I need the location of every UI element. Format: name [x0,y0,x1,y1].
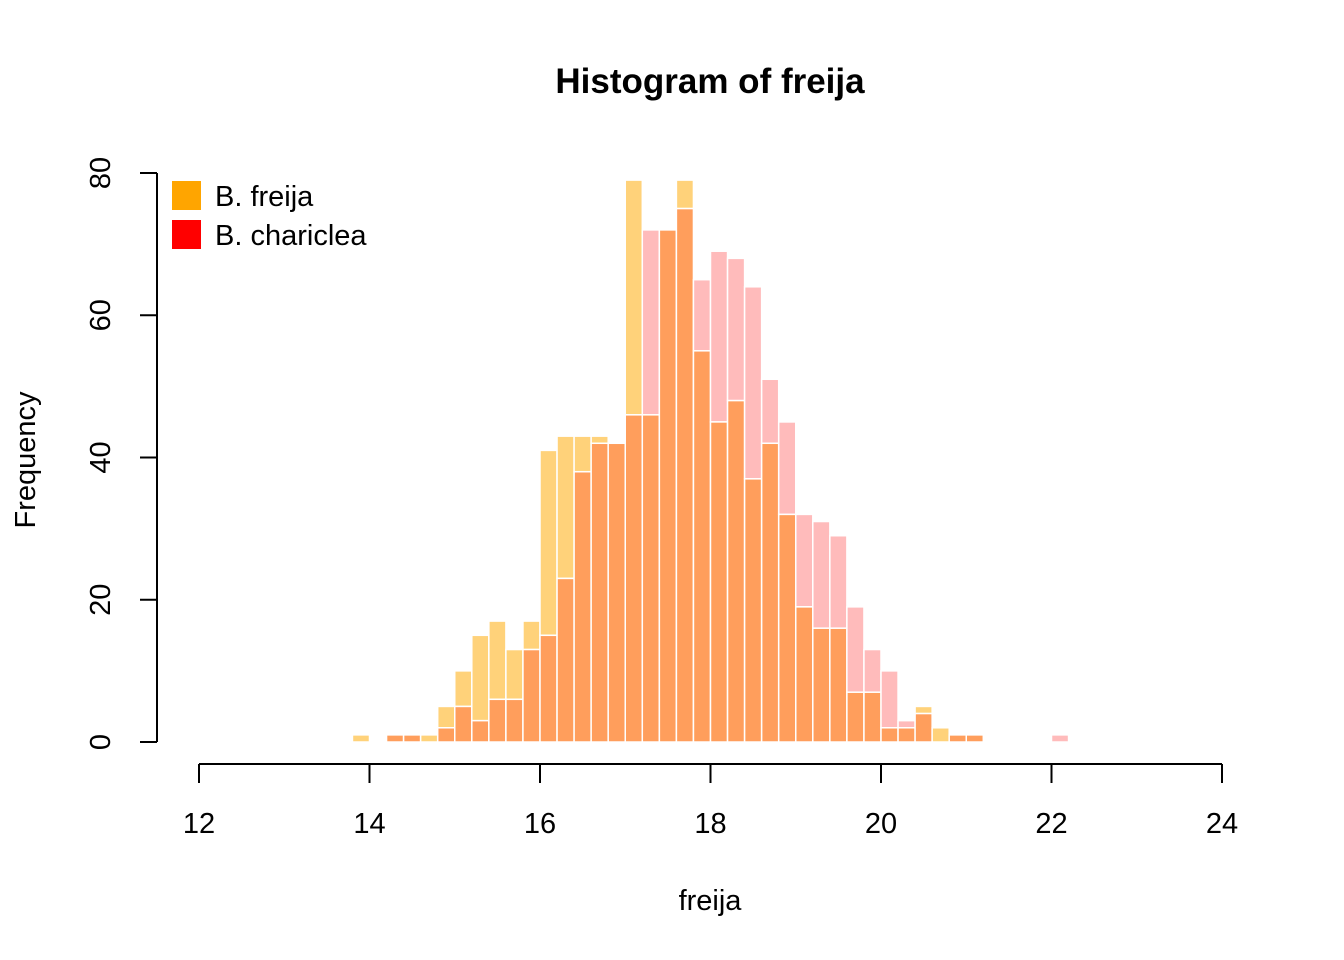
bar-excess [641,229,661,416]
y-axis-label: Frequency [10,391,42,529]
bar-overlap [590,442,609,743]
bar-overlap [726,399,746,743]
bar-overlap [658,229,678,743]
legend-label: B. freija [215,181,314,213]
bar-excess [829,534,848,629]
bar-excess [777,421,797,516]
bar-overlap [573,470,592,743]
bar-overlap [965,734,985,743]
y-tick-label: 20 [85,584,117,616]
bar-overlap [914,712,933,743]
bar-excess [931,727,950,743]
x-tick-label: 20 [865,808,897,840]
bar-excess [351,734,371,743]
bar-excess [539,449,558,637]
bar-overlap [471,719,490,743]
bar-excess [436,705,456,729]
x-tick-label: 24 [1206,808,1238,840]
x-axis: 12 14 16 18 20 22 24 [183,763,1238,840]
bars-group [351,179,1070,743]
bar-overlap [607,442,627,743]
bar-overlap [863,691,882,743]
bar-excess [1050,734,1070,743]
x-tick-label: 12 [183,808,215,840]
bar-overlap [556,577,575,743]
bar-overlap [829,627,848,743]
y-tick-label: 60 [85,299,117,331]
x-tick-label: 14 [353,808,385,840]
bar-excess [726,257,746,402]
bar-excess [692,278,712,352]
y-axis: 0 20 40 60 80 [85,157,158,750]
x-tick-label: 22 [1035,808,1067,840]
bar-excess [488,620,507,701]
bar-excess [556,435,575,580]
bar-overlap [641,414,661,743]
bar-overlap [743,478,763,743]
y-tick-label: 80 [85,157,117,189]
bar-overlap [812,627,831,743]
bar-excess [812,520,831,629]
legend: B. freija B. chariclea [172,181,367,252]
bar-excess [760,378,780,445]
bar-overlap [795,606,814,743]
bar-overlap [692,350,712,743]
bar-excess [471,634,490,722]
bar-excess [709,250,729,423]
legend-label: B. chariclea [215,220,367,252]
bar-overlap [522,648,541,743]
bar-overlap [897,727,916,743]
bar-overlap [675,207,695,743]
bar-excess [675,179,695,210]
bar-excess [419,734,439,743]
bar-overlap [488,698,507,743]
bar-overlap [436,727,456,743]
legend-swatch [172,181,201,210]
legend-swatch [172,220,201,249]
bar-excess [863,648,882,693]
bar-excess [522,620,541,651]
bar-overlap [777,513,797,743]
bar-overlap [505,698,524,743]
chart-title: Histogram of freija [555,62,865,101]
bar-overlap [948,734,968,743]
bar-overlap [880,727,899,743]
bar-excess [505,648,524,701]
bar-overlap [402,734,422,743]
bar-excess [573,435,592,473]
bar-overlap [539,634,558,743]
y-tick-label: 0 [85,734,117,750]
bar-overlap [709,421,729,743]
x-axis-label: freija [679,885,743,917]
bar-overlap [846,691,865,743]
bar-overlap [454,705,473,743]
bar-excess [880,670,899,729]
bar-excess [590,435,609,445]
bar-excess [743,286,763,480]
bar-overlap [760,442,780,743]
bar-excess [454,670,473,708]
bar-excess [624,179,644,416]
x-tick-label: 16 [524,808,556,840]
bar-excess [914,705,933,715]
bar-excess [897,719,916,729]
x-tick-label: 18 [694,808,726,840]
bar-excess [795,513,814,608]
bar-excess [846,606,865,693]
bar-overlap [624,414,644,743]
y-tick-label: 40 [85,441,117,473]
bar-overlap [385,734,405,743]
